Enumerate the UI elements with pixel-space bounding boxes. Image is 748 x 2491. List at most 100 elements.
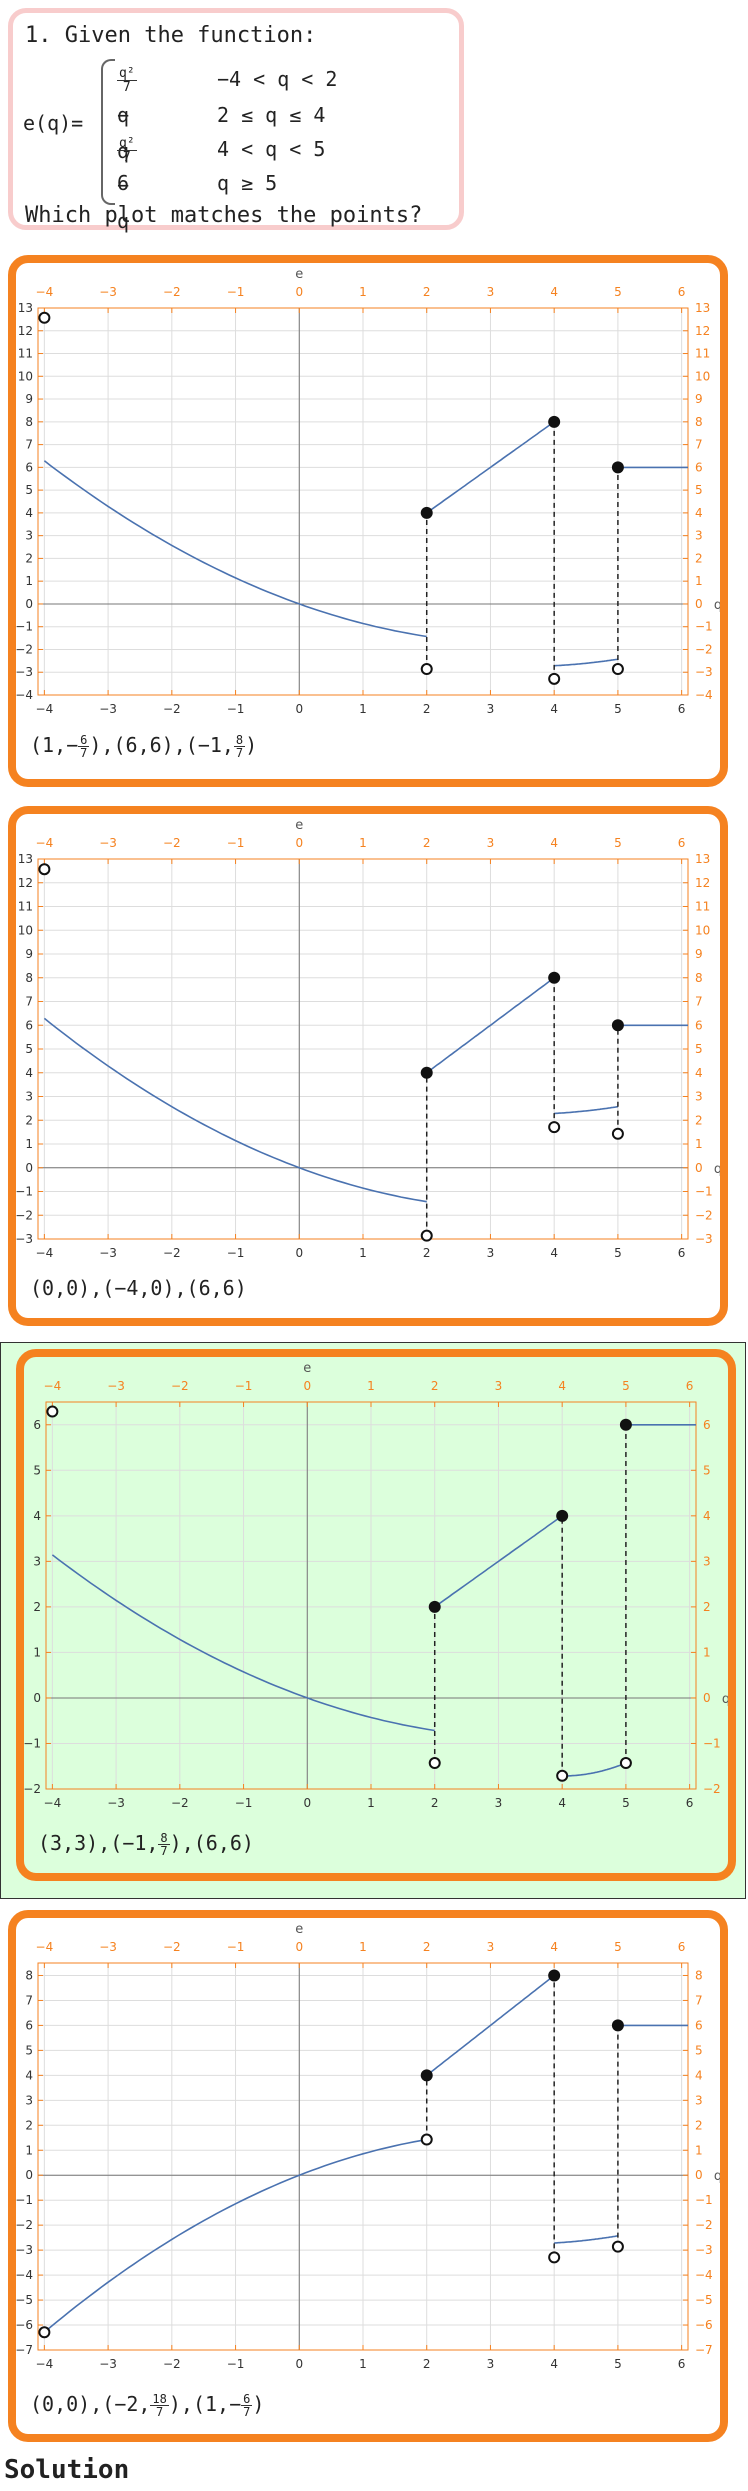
y-axis-label: e xyxy=(295,267,303,282)
x-tick-label: 2 xyxy=(423,702,431,716)
x-tick-label: 3 xyxy=(487,2357,495,2371)
points-text: ),(1,− xyxy=(168,2392,242,2416)
open-point xyxy=(420,2133,433,2146)
y-tick-label: −5 xyxy=(695,2293,713,2307)
x-tick-label: 4 xyxy=(550,1246,558,1260)
y-tick-label: 13 xyxy=(695,852,710,866)
answer-option-2[interactable]: −4 −4 −3 −3 −2 −2 −1 −1 0 0 1 1 2 2 3 3 4 4 5 5 6 6 −3 −3 −2 −2 −1… xyxy=(8,806,728,1326)
x-tick-label: −4 xyxy=(36,836,54,850)
x-tick-label: 1 xyxy=(359,836,367,850)
y-tick-label: 1 xyxy=(695,2143,703,2157)
y-tick-label: 9 xyxy=(25,947,33,961)
curve-segment xyxy=(426,1974,555,2077)
open-point xyxy=(619,1757,632,1770)
y-tick-label: 9 xyxy=(25,392,33,406)
x-axis-label: q xyxy=(714,2169,720,2184)
y-tick-label: 7 xyxy=(695,1993,703,2007)
y-tick-label: −4 xyxy=(16,688,33,702)
y-tick-label: 5 xyxy=(25,483,33,497)
answer-option-1[interactable]: −4 −4 −3 −3 −2 −2 −1 −1 0 0 1 1 2 2 3 3 4 4 5 5 6 6 −4 −4 −3 −3 −2… xyxy=(8,255,728,787)
y-tick-label: 4 xyxy=(695,1066,703,1080)
points-text: ),(6,6) xyxy=(169,1831,254,1855)
y-tick-label: −2 xyxy=(16,642,33,656)
points-text: (0,0),(−2, xyxy=(30,2392,151,2416)
x-tick-label: 3 xyxy=(487,285,495,299)
y-tick-label: 2 xyxy=(703,1600,711,1614)
x-tick-label: 0 xyxy=(303,1379,311,1393)
y-tick-label: 5 xyxy=(703,1463,711,1477)
x-tick-label: −1 xyxy=(227,1940,245,1954)
answer-option-4[interactable]: −4 −4 −3 −3 −2 −2 −1 −1 0 0 1 1 2 2 3 3 4 4 5 5 6 6 −7 −7 −6 −6 −5… xyxy=(8,1910,728,2442)
open-point xyxy=(548,2251,561,2264)
x-tick-label: 5 xyxy=(614,285,622,299)
x-tick-label: 5 xyxy=(622,1379,630,1393)
x-tick-label: 6 xyxy=(678,836,686,850)
open-point xyxy=(428,1757,441,1770)
x-tick-label: 4 xyxy=(550,702,558,716)
y-tick-label: 1 xyxy=(25,2143,33,2157)
x-tick-label: −2 xyxy=(163,1246,181,1260)
closed-point xyxy=(420,1066,433,1079)
curve-segment xyxy=(554,2235,619,2244)
x-tick-label: 6 xyxy=(678,1246,686,1260)
y-tick-label: 4 xyxy=(695,2068,703,2082)
x-tick-label: 3 xyxy=(487,702,495,716)
y-tick-label: 5 xyxy=(695,2043,703,2057)
y-tick-label: 5 xyxy=(33,1463,41,1477)
y-tick-label: −7 xyxy=(16,2343,33,2357)
option-4-points: (0,0),(−2, 18 7),(1,− 6 7) xyxy=(30,2392,264,2418)
y-tick-label: 9 xyxy=(695,392,703,406)
closed-point xyxy=(548,415,561,428)
curve-segment xyxy=(43,460,427,638)
y-tick-label: −2 xyxy=(16,1208,33,1222)
x-tick-label: 4 xyxy=(550,285,558,299)
x-tick-label: 0 xyxy=(295,2357,303,2371)
y-tick-label: 1 xyxy=(25,1137,33,1151)
y-tick-label: −3 xyxy=(695,665,713,679)
x-tick-label: −2 xyxy=(171,1796,189,1810)
x-tick-label: 1 xyxy=(359,1246,367,1260)
x-tick-label: −3 xyxy=(99,702,117,716)
x-tick-label: −3 xyxy=(99,836,117,850)
x-tick-label: −3 xyxy=(107,1796,125,1810)
x-tick-label: −1 xyxy=(235,1379,253,1393)
x-tick-label: 2 xyxy=(431,1379,439,1393)
curve-segment xyxy=(562,1762,627,1777)
function-name: e(q)= xyxy=(23,111,84,135)
y-tick-label: −1 xyxy=(695,620,713,634)
y-tick-label: 3 xyxy=(703,1554,711,1568)
curve-segment xyxy=(554,658,619,667)
y-tick-label: 0 xyxy=(695,1161,703,1175)
curve-segment xyxy=(51,1554,435,1732)
y-tick-label: −2 xyxy=(695,1208,713,1222)
y-tick-label: 0 xyxy=(25,597,33,611)
x-tick-label: 2 xyxy=(423,2357,431,2371)
y-tick-label: 3 xyxy=(25,2093,33,2107)
x-tick-label: −4 xyxy=(44,1379,62,1393)
answer-option-3[interactable]: −4 −4 −3 −3 −2 −2 −1 −1 0 0 1 1 2 2 3 3 4 4 5 5 6 6 −2 −2 −1 −1 0 0… xyxy=(16,1349,736,1881)
x-tick-label: 5 xyxy=(614,702,622,716)
y-tick-label: 11 xyxy=(695,347,710,361)
x-tick-label: 6 xyxy=(678,285,686,299)
y-tick-label: −1 xyxy=(703,1736,721,1750)
x-tick-label: −1 xyxy=(227,2357,245,2371)
y-tick-label: 4 xyxy=(695,506,703,520)
y-tick-label: −2 xyxy=(695,642,713,656)
y-tick-label: −1 xyxy=(695,1185,713,1199)
y-tick-label: 2 xyxy=(25,1113,33,1127)
y-tick-label: 6 xyxy=(703,1418,711,1432)
open-point xyxy=(548,672,561,685)
case-expression: q² 7 − q xyxy=(117,136,137,233)
x-tick-label: −4 xyxy=(36,2357,54,2371)
open-point xyxy=(420,663,433,676)
case-expression: q² 7 − q xyxy=(117,66,137,163)
y-axis-label: e xyxy=(295,1922,303,1937)
y-tick-label: 7 xyxy=(695,995,703,1009)
points-text: ) xyxy=(245,733,258,757)
y-tick-label: 2 xyxy=(695,551,703,565)
y-tick-label: 10 xyxy=(18,923,33,937)
curve-segment xyxy=(434,1515,563,1608)
open-point xyxy=(38,311,51,324)
x-axis-label: q xyxy=(722,1692,728,1707)
